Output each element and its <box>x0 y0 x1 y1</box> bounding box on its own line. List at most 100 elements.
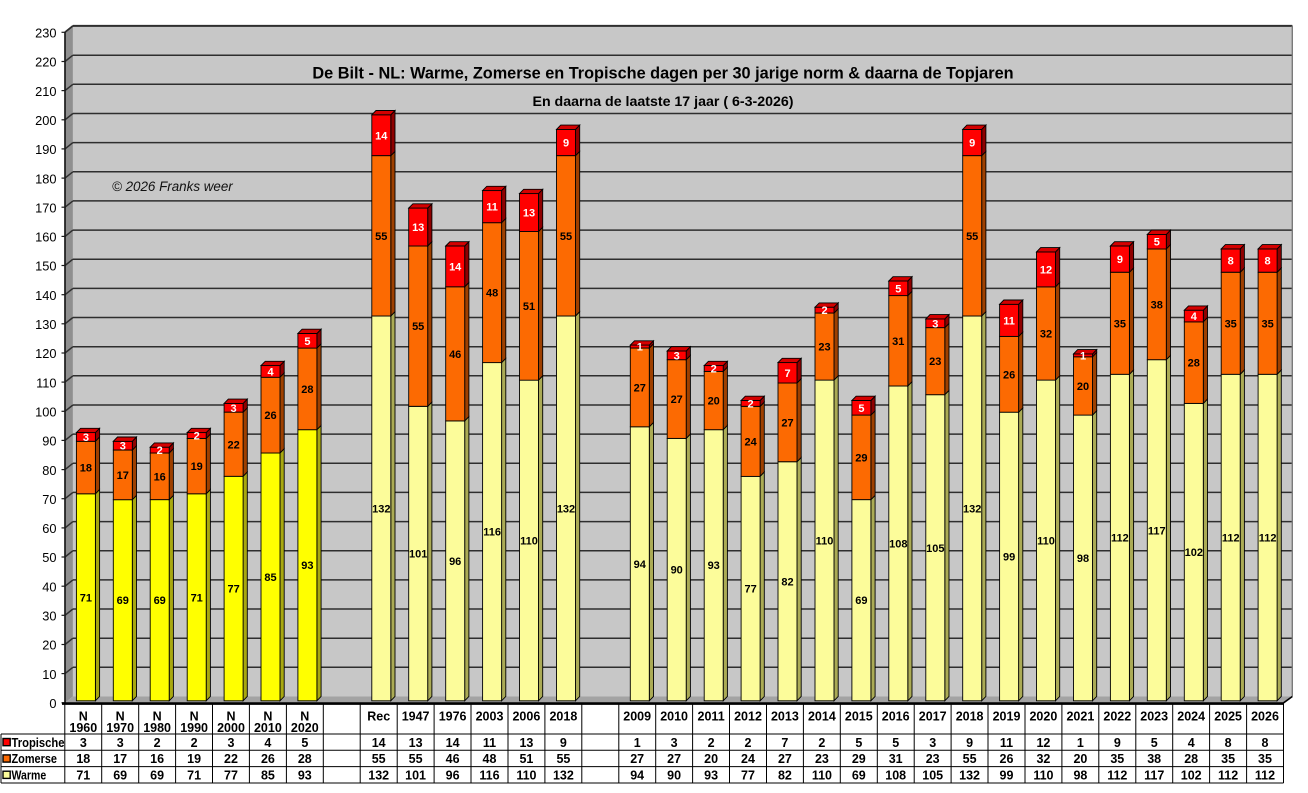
svg-text:170: 170 <box>35 200 56 215</box>
svg-text:N: N <box>226 710 235 724</box>
svg-text:50: 50 <box>42 550 56 565</box>
svg-text:24: 24 <box>741 752 755 766</box>
svg-text:80: 80 <box>42 463 56 478</box>
svg-text:101: 101 <box>405 768 426 782</box>
svg-text:De Bilt - NL: Warme, Zomerse e: De Bilt - NL: Warme, Zomerse en Tropisch… <box>312 65 1013 83</box>
svg-text:2: 2 <box>154 736 161 750</box>
svg-text:82: 82 <box>778 768 792 782</box>
svg-text:1947: 1947 <box>402 710 430 724</box>
svg-text:2022: 2022 <box>1103 710 1131 724</box>
svg-text:31: 31 <box>889 752 903 766</box>
svg-text:20: 20 <box>704 752 718 766</box>
svg-text:210: 210 <box>35 84 56 99</box>
svg-text:31: 31 <box>892 336 904 348</box>
svg-text:38: 38 <box>1151 299 1163 311</box>
svg-text:2: 2 <box>745 736 752 750</box>
svg-text:29: 29 <box>852 752 866 766</box>
svg-text:2: 2 <box>157 445 163 457</box>
svg-text:110: 110 <box>1037 536 1055 548</box>
svg-text:22: 22 <box>227 439 239 451</box>
svg-text:120: 120 <box>35 346 56 361</box>
svg-text:102: 102 <box>1181 768 1202 782</box>
svg-text:35: 35 <box>1114 318 1126 330</box>
svg-text:51: 51 <box>519 752 533 766</box>
svg-text:2016: 2016 <box>882 710 910 724</box>
svg-text:112: 112 <box>1218 768 1238 782</box>
svg-text:28: 28 <box>298 752 312 766</box>
svg-text:2006: 2006 <box>512 710 540 724</box>
svg-text:4: 4 <box>267 366 274 378</box>
svg-text:160: 160 <box>35 230 56 245</box>
svg-text:16: 16 <box>154 471 166 483</box>
svg-text:132: 132 <box>553 768 574 782</box>
svg-text:93: 93 <box>704 768 718 782</box>
svg-text:8: 8 <box>1225 736 1232 750</box>
svg-text:2: 2 <box>818 736 825 750</box>
svg-text:55: 55 <box>556 752 570 766</box>
svg-text:110: 110 <box>816 536 834 548</box>
svg-text:5: 5 <box>304 336 310 348</box>
svg-text:23: 23 <box>815 752 829 766</box>
svg-text:19: 19 <box>191 461 203 473</box>
svg-text:105: 105 <box>922 768 943 782</box>
svg-text:94: 94 <box>630 768 644 782</box>
svg-text:27: 27 <box>667 752 681 766</box>
svg-text:55: 55 <box>963 752 977 766</box>
svg-text:35: 35 <box>1110 752 1124 766</box>
svg-text:130: 130 <box>35 317 56 332</box>
svg-text:28: 28 <box>1188 358 1200 370</box>
svg-text:2: 2 <box>191 736 198 750</box>
svg-text:17: 17 <box>117 470 129 482</box>
svg-text:4: 4 <box>1188 736 1195 750</box>
svg-text:48: 48 <box>486 288 498 300</box>
svg-text:46: 46 <box>446 752 460 766</box>
svg-text:55: 55 <box>560 231 572 243</box>
svg-text:9: 9 <box>966 736 973 750</box>
svg-text:85: 85 <box>261 768 275 782</box>
svg-text:2010: 2010 <box>660 710 688 724</box>
svg-text:117: 117 <box>1148 525 1166 537</box>
svg-text:110: 110 <box>812 768 832 782</box>
svg-text:2023: 2023 <box>1140 710 1168 724</box>
svg-text:9: 9 <box>563 138 569 150</box>
svg-text:190: 190 <box>35 142 56 157</box>
svg-text:69: 69 <box>113 768 127 782</box>
svg-text:1990: 1990 <box>180 721 208 735</box>
svg-text:132: 132 <box>368 768 389 782</box>
svg-text:Zomerse: Zomerse <box>12 751 58 766</box>
svg-text:32: 32 <box>1036 752 1050 766</box>
svg-text:2018: 2018 <box>956 710 984 724</box>
svg-text:2024: 2024 <box>1177 710 1205 724</box>
svg-text:35: 35 <box>1225 318 1237 330</box>
svg-text:112: 112 <box>1107 768 1127 782</box>
svg-text:2000: 2000 <box>217 721 245 735</box>
svg-text:28: 28 <box>301 384 313 396</box>
svg-text:3: 3 <box>932 318 938 330</box>
svg-text:150: 150 <box>35 259 56 274</box>
svg-text:19: 19 <box>187 752 201 766</box>
svg-text:© 2026 Franks weer: © 2026 Franks weer <box>112 179 233 194</box>
svg-text:20: 20 <box>708 396 720 408</box>
svg-text:2018: 2018 <box>549 710 577 724</box>
svg-text:7: 7 <box>781 736 788 750</box>
svg-text:90: 90 <box>671 565 683 577</box>
svg-text:9: 9 <box>1117 254 1123 266</box>
svg-text:N: N <box>116 710 125 724</box>
svg-text:116: 116 <box>479 768 499 782</box>
svg-text:90: 90 <box>42 434 56 449</box>
svg-text:110: 110 <box>520 536 538 548</box>
svg-text:46: 46 <box>449 349 461 361</box>
svg-text:27: 27 <box>671 394 683 406</box>
svg-text:96: 96 <box>449 556 461 568</box>
svg-text:180: 180 <box>35 171 56 186</box>
svg-text:110: 110 <box>1033 768 1053 782</box>
svg-text:N: N <box>79 710 88 724</box>
svg-text:55: 55 <box>966 231 978 243</box>
svg-text:10: 10 <box>42 667 56 682</box>
svg-text:69: 69 <box>855 595 867 607</box>
svg-text:23: 23 <box>929 356 941 368</box>
svg-text:96: 96 <box>446 768 460 782</box>
svg-text:132: 132 <box>959 768 980 782</box>
svg-text:12: 12 <box>1036 736 1050 750</box>
svg-text:71: 71 <box>191 592 203 604</box>
